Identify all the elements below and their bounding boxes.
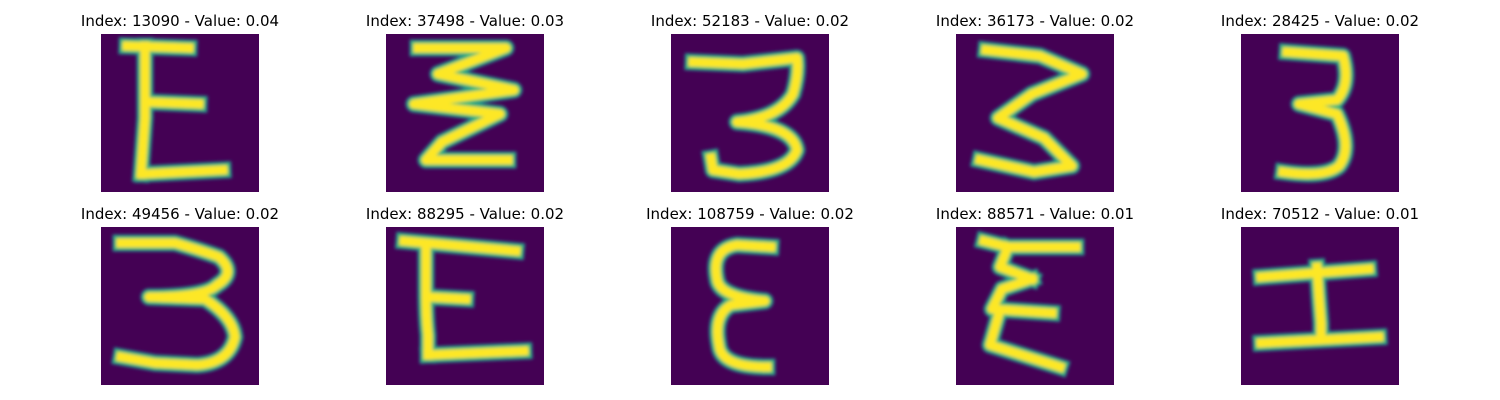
digit-image	[671, 34, 829, 192]
digit-image	[386, 227, 544, 385]
digit-image	[386, 34, 544, 192]
digit-image	[956, 227, 1114, 385]
digit-stroke	[1312, 262, 1326, 344]
panel-title: Index: 88295 - Value: 0.02	[365, 205, 565, 223]
panel-title: Index: 37498 - Value: 0.03	[365, 12, 565, 30]
digit-strokes	[969, 40, 1091, 181]
digit-stroke	[142, 97, 204, 109]
digit-panel: Index: 36173 - Value: 0.02	[925, 10, 1145, 192]
digit-panel: Index: 88295 - Value: 0.02	[355, 203, 575, 385]
panel-title: Index: 13090 - Value: 0.04	[80, 12, 280, 30]
digit-stroke	[423, 292, 471, 304]
digit-stroke	[122, 41, 194, 53]
digit-image	[1241, 34, 1399, 192]
digit-stroke	[987, 273, 1057, 318]
digit-image	[101, 34, 259, 192]
digit-stroke	[711, 240, 776, 372]
digit-panel: Index: 88571 - Value: 0.01	[925, 203, 1145, 385]
panel-title: Index: 52183 - Value: 0.02	[650, 12, 850, 30]
digit-strokes	[1273, 42, 1355, 183]
digit-panel: Index: 28425 - Value: 0.02	[1210, 10, 1430, 192]
digit-strokes	[405, 39, 523, 169]
panel-title: Index: 70512 - Value: 0.01	[1220, 205, 1420, 223]
zigzag-E-icon	[956, 227, 1114, 385]
panel-title: Index: 49456 - Value: 0.02	[80, 205, 280, 223]
I-shape-icon	[1241, 227, 1399, 385]
digit-stroke	[985, 311, 1066, 373]
digit-strokes	[1251, 257, 1388, 352]
digit-stroke	[136, 41, 150, 179]
zigzag-three-icon	[386, 34, 544, 192]
digit-stroke	[423, 346, 529, 360]
digit-image	[671, 227, 829, 385]
digit-panel: Index: 108759 - Value: 0.02	[640, 203, 860, 385]
three-icon	[1241, 34, 1399, 192]
three-icon	[101, 227, 259, 385]
digit-strokes	[118, 37, 232, 184]
three-icon	[671, 34, 829, 192]
three-icon	[956, 34, 1114, 192]
panel-title: Index: 88571 - Value: 0.01	[935, 205, 1135, 223]
E-shape-icon	[101, 34, 259, 192]
digit-stroke	[421, 242, 433, 360]
digit-panel: Index: 52183 - Value: 0.02	[640, 10, 860, 192]
digit-strokes	[684, 49, 806, 183]
digit-image	[101, 227, 259, 385]
digit-stroke	[1277, 47, 1351, 179]
panel-title: Index: 108759 - Value: 0.02	[646, 205, 854, 223]
digit-panel: Index: 37498 - Value: 0.03	[355, 10, 575, 192]
E-shape-icon	[671, 227, 829, 385]
digit-stroke	[409, 43, 519, 165]
digit-stroke	[995, 241, 1038, 285]
panel-title: Index: 28425 - Value: 0.02	[1220, 12, 1420, 30]
digit-strokes	[707, 236, 780, 376]
digit-panel: Index: 70512 - Value: 0.01	[1210, 203, 1430, 385]
panel-title: Index: 36173 - Value: 0.02	[935, 12, 1135, 30]
digit-panel: Index: 49456 - Value: 0.02	[70, 203, 290, 385]
digit-image	[1241, 227, 1399, 385]
digit-image	[956, 34, 1114, 192]
digit-strokes	[973, 230, 1085, 378]
digit-stroke	[974, 45, 1087, 177]
digit-panel: Index: 13090 - Value: 0.04	[70, 10, 290, 192]
E-shape-icon	[386, 227, 544, 385]
digit-strokes	[394, 231, 533, 364]
digit-stroke	[138, 165, 228, 179]
digit-stroke	[688, 53, 802, 179]
digit-stroke	[115, 238, 240, 370]
digit-stroke	[1256, 332, 1384, 348]
digit-strokes	[111, 234, 244, 374]
